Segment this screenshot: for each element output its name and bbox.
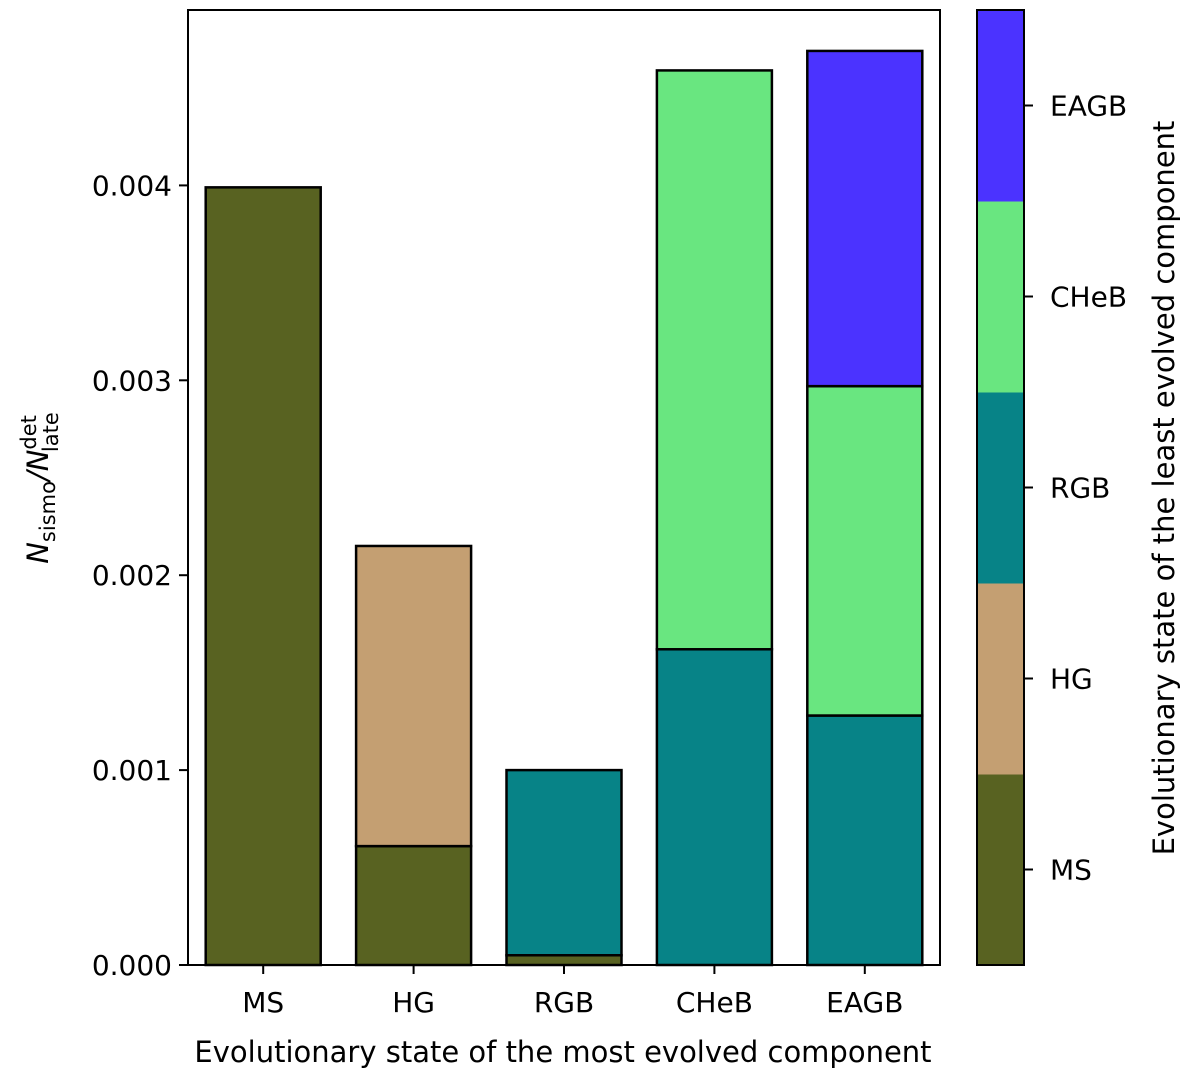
y-tick-label: 0.002 (92, 559, 172, 592)
x-tick-label: RGB (534, 986, 594, 1019)
colorbar-tick-label: EAGB (1050, 90, 1127, 123)
colorbar: MS HG RGB CHeB EAGB (976, 9, 1127, 966)
bar-cheb-cheb (655, 69, 774, 651)
x-axis-title: Evolutionary state of the most evolved c… (194, 1035, 931, 1069)
y-tick-label: 0.000 (92, 949, 172, 982)
x-tick-label: HG (392, 986, 435, 1019)
y-label-main: N (21, 542, 55, 564)
bar-eagb-rgb (806, 714, 924, 967)
y-tick-label: 0.001 (92, 754, 172, 787)
colorbar-title: Evolutionary state of the least evolved … (1147, 121, 1181, 856)
colorbar-segment-rgb (977, 392, 1024, 584)
y-tick-label: 0.004 (92, 169, 172, 202)
y-label-sep: /N (21, 450, 55, 484)
colorbar-tick-label: MS (1050, 854, 1092, 887)
bar-rgb-rgb (505, 768, 623, 957)
colorbar-segment-cheb (977, 201, 1024, 393)
bar-cheb-rgb (655, 648, 774, 967)
bar-eagb-eagb (806, 49, 924, 388)
y-tick-label: 0.003 (92, 364, 172, 397)
bar-hg-hg (354, 544, 473, 848)
colorbar-tick-label: HG (1050, 663, 1093, 696)
bars-group (204, 49, 924, 967)
colorbar-segment-eagb (977, 10, 1024, 202)
colorbar-tick-label: CHeB (1050, 281, 1127, 314)
y-label-sub1: sismo (36, 481, 60, 542)
colorbar-segment-hg (977, 583, 1024, 775)
colorbar-tick-label: RGB (1050, 472, 1110, 505)
axes-group: 0.000 0.001 0.002 0.003 0.004 MS HG RGB CHeB EAGB (92, 9, 941, 1019)
x-tick-label: CHeB (676, 986, 753, 1019)
bar-rgb-ms (505, 954, 623, 967)
x-tick-label: MS (242, 986, 284, 1019)
bar-hg-ms (354, 844, 473, 967)
colorbar-segment-ms (977, 774, 1024, 966)
y-label-sup2: det (17, 415, 41, 449)
y-label-sub2: late (39, 412, 63, 452)
bar-ms-ms (204, 186, 322, 967)
x-tick-label: EAGB (826, 986, 903, 1019)
y-axis-title: Nsismo/Ndetlate (17, 412, 63, 564)
bar-eagb-cheb (806, 384, 924, 717)
